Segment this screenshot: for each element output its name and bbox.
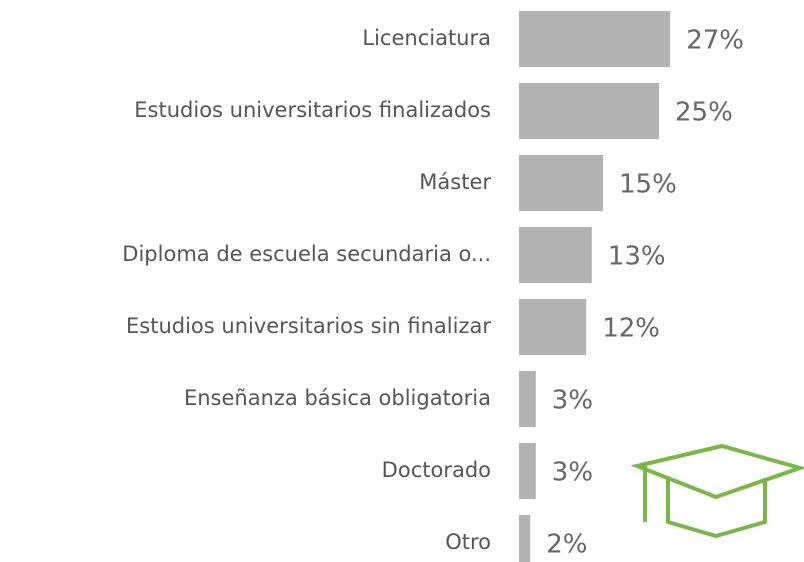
value-label: 13% xyxy=(608,242,666,272)
value-label: 3% xyxy=(552,458,593,488)
value-label: 3% xyxy=(552,386,593,416)
category-label: Enseñanza básica obligatoria xyxy=(184,386,491,410)
category-label: Estudios universitarios finalizados xyxy=(134,98,491,122)
bar xyxy=(519,11,671,67)
value-label: 25% xyxy=(675,98,733,128)
value-label: 12% xyxy=(602,314,660,344)
value-label: 2% xyxy=(546,530,587,560)
bar xyxy=(519,83,659,139)
bar xyxy=(519,515,531,562)
bar xyxy=(519,299,587,355)
bar xyxy=(519,227,592,283)
bar xyxy=(519,155,603,211)
cap-body xyxy=(666,478,767,539)
value-label: 27% xyxy=(686,26,744,56)
category-label: Estudios universitarios sin finalizar xyxy=(126,314,491,338)
category-label: Diploma de escuela secundaria o... xyxy=(122,242,491,266)
category-label: Doctorado xyxy=(382,458,491,482)
category-label: Otro xyxy=(445,530,491,554)
graduation-cap-icon xyxy=(630,443,804,539)
category-label: Máster xyxy=(419,170,491,194)
category-label: Licenciatura xyxy=(362,26,491,50)
bar xyxy=(519,443,536,499)
cap-top xyxy=(630,443,804,500)
value-label: 15% xyxy=(619,170,677,200)
bar xyxy=(519,371,536,427)
